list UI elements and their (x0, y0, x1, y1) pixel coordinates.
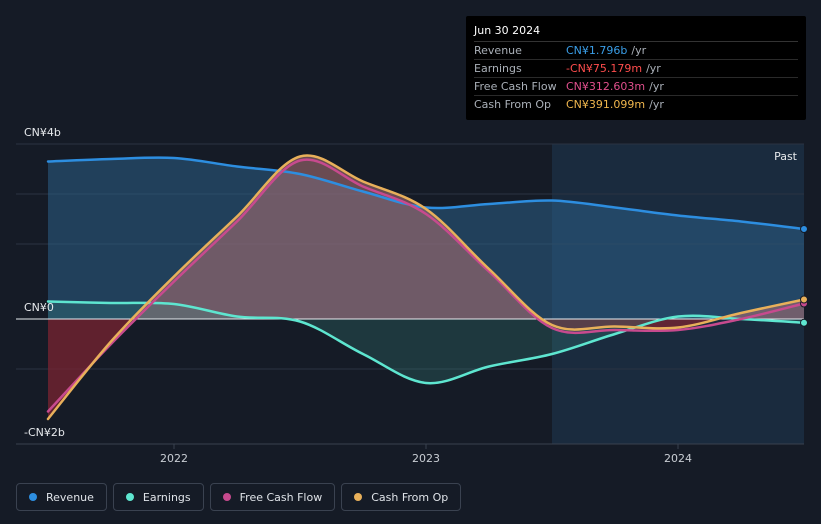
y-tick-label: CN¥4b (24, 126, 61, 139)
legend-dot-icon (29, 493, 37, 501)
tooltip-unit: /yr (649, 98, 664, 111)
tooltip-label: Cash From Op (474, 98, 552, 111)
legend-label: Revenue (46, 490, 94, 504)
tooltip-value: CN¥312.603m (566, 80, 646, 93)
tooltip-label: Free Cash Flow (474, 80, 557, 93)
y-tick-label: -CN¥2b (24, 426, 65, 439)
tooltip-label: Earnings (474, 62, 522, 75)
past-label: Past (774, 150, 798, 163)
y-tick-label: CN¥0 (24, 301, 54, 314)
tooltip-unit: /yr (646, 62, 661, 75)
earnings-end-point (800, 318, 808, 327)
cash-from-op-area-positive (48, 155, 804, 319)
legend-label: Earnings (142, 490, 191, 504)
legend-dot-icon (125, 493, 134, 501)
free-cash-flow-line (46, 158, 806, 413)
tooltip-value: -CN¥75.179m (566, 62, 643, 75)
legend-item-earnings[interactable]: Earnings (112, 483, 204, 511)
legend-item-free-cash-flow[interactable]: Free Cash Flow (209, 483, 336, 511)
legend: Revenue Earnings Free Cash Flow Cash Fro… (16, 483, 462, 511)
tooltip-row-free-cash-flow: Free Cash Flow CN¥312.603m /yr (474, 78, 798, 96)
cash-from-op-end-point (800, 295, 808, 304)
tooltip-unit: /yr (631, 44, 647, 57)
earnings-area (48, 301, 804, 384)
legend-label: Cash From Op (371, 490, 449, 504)
tooltip-row-revenue: Revenue CN¥1.796b /yr (474, 42, 798, 60)
legend-item-cash-from-op[interactable]: Cash From Op (341, 483, 462, 511)
tooltip: Jun 30 2024 Revenue CN¥1.796b /yr Earnin… (466, 16, 806, 120)
revenue-end-point (800, 225, 808, 233)
legend-item-revenue[interactable]: Revenue (16, 483, 107, 511)
tooltip-date: Jun 30 2024 (474, 22, 798, 42)
legend-dot-icon (354, 493, 363, 501)
x-tick-label: 2023 (412, 452, 440, 465)
tooltip-value: CN¥1.796b (566, 44, 628, 57)
earnings-line (46, 300, 806, 385)
cash-from-op-line (46, 154, 806, 421)
legend-dot-icon (222, 493, 231, 501)
tooltip-value: CN¥391.099m (566, 98, 646, 111)
tooltip-row-cash-from-op: Cash From Op CN¥391.099m /yr (474, 96, 798, 113)
tooltip-unit: /yr (649, 80, 664, 93)
x-tick-label: 2024 (664, 452, 692, 465)
tooltip-row-earnings: Earnings -CN¥75.179m /yr (474, 60, 798, 78)
legend-label: Free Cash Flow (239, 490, 323, 504)
x-tick-label: 2022 (160, 452, 188, 465)
tooltip-label: Revenue (474, 44, 522, 57)
